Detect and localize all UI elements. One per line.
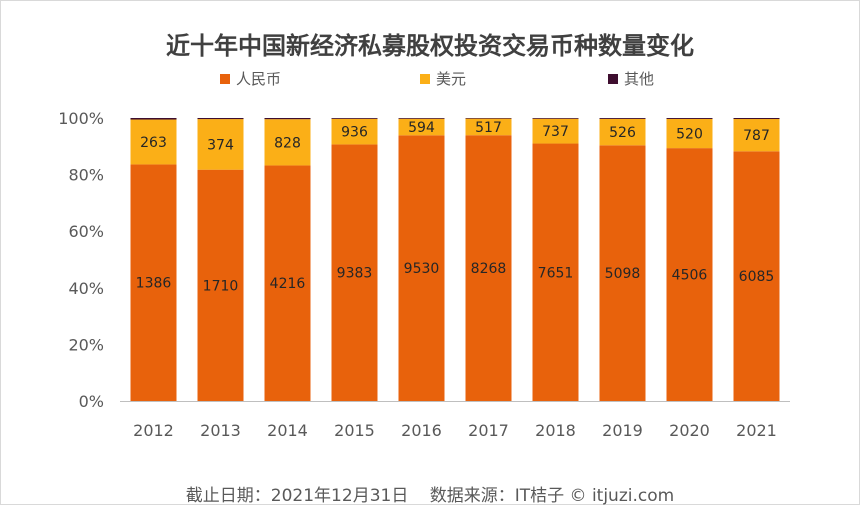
data-label-rmb: 1386 bbox=[136, 276, 172, 292]
x-tick-label: 2015 bbox=[334, 421, 375, 440]
bar-other-2013 bbox=[197, 118, 244, 120]
data-label-rmb: 4506 bbox=[672, 268, 708, 284]
data-label-rmb: 8268 bbox=[471, 261, 507, 277]
bar-other-2021 bbox=[733, 118, 780, 120]
x-tick-label: 2013 bbox=[200, 421, 241, 440]
y-tick-label: 0% bbox=[79, 392, 104, 411]
bar-rmb-2013 bbox=[197, 169, 244, 401]
legend-item-other: 其他 bbox=[608, 68, 654, 89]
data-label-rmb: 6085 bbox=[739, 269, 775, 285]
y-tick-label: 20% bbox=[68, 335, 104, 354]
data-label-usd: 737 bbox=[542, 124, 569, 140]
x-tick-label: 2021 bbox=[736, 421, 777, 440]
bar-other-2018 bbox=[532, 118, 579, 119]
data-label-rmb: 9383 bbox=[337, 266, 373, 282]
bar-rmb-2012 bbox=[130, 164, 177, 401]
legend-label-usd: 美元 bbox=[436, 70, 467, 88]
bar-rmb-2014 bbox=[264, 165, 311, 401]
bar-usd-2017 bbox=[465, 118, 512, 136]
bar-rmb-2021 bbox=[733, 151, 780, 401]
data-label-rmb: 5098 bbox=[605, 266, 641, 282]
bar-usd-2021 bbox=[733, 119, 780, 152]
data-label-usd: 787 bbox=[743, 128, 770, 144]
data-source: 数据来源：IT桔子 © itjuzi.com bbox=[429, 486, 675, 506]
bar-rmb-2019 bbox=[599, 145, 646, 401]
cutoff-date: 截止日期：2021年12月31日 bbox=[185, 486, 409, 506]
bar-rmb-2015 bbox=[331, 144, 378, 401]
chart-title: 近十年中国新经济私募股权投资交易币种数量变化 bbox=[166, 32, 694, 60]
legend-label-other: 其他 bbox=[624, 70, 655, 88]
data-label-usd: 828 bbox=[274, 135, 301, 151]
bar-other-2012 bbox=[130, 118, 177, 120]
legend-swatch-other bbox=[608, 73, 618, 84]
legend-item-rmb: 人民币 bbox=[220, 68, 281, 89]
footer: 截止日期：2021年12月31日 数据来源：IT桔子 © itjuzi.com bbox=[0, 481, 860, 506]
bar-rmb-2018 bbox=[532, 143, 579, 402]
data-label-usd: 374 bbox=[207, 137, 234, 153]
y-tick-label: 80% bbox=[68, 166, 104, 185]
data-label-usd: 936 bbox=[341, 125, 368, 141]
bar-usd-2019 bbox=[599, 118, 646, 146]
x-tick-label: 2017 bbox=[468, 421, 509, 440]
x-tick-label: 2018 bbox=[535, 421, 576, 440]
data-label-rmb: 4216 bbox=[270, 276, 306, 292]
legend-swatch-rmb bbox=[220, 73, 230, 84]
y-tick-label: 100% bbox=[58, 109, 104, 128]
legend: 人民币 美元 其他 bbox=[0, 68, 860, 90]
x-tick-label: 2016 bbox=[401, 421, 442, 440]
y-tick-label: 40% bbox=[68, 279, 104, 298]
data-label-usd: 517 bbox=[475, 120, 502, 136]
y-tick-label: 60% bbox=[68, 222, 104, 241]
bar-other-2016 bbox=[398, 118, 445, 119]
data-label-rmb: 7651 bbox=[538, 265, 574, 281]
bar-usd-2013 bbox=[197, 119, 244, 170]
bar-usd-2015 bbox=[331, 118, 378, 145]
bar-rmb-2020 bbox=[666, 148, 713, 401]
bar-other-2019 bbox=[599, 118, 646, 119]
bar-usd-2012 bbox=[130, 119, 177, 165]
legend-swatch-usd bbox=[420, 73, 430, 84]
x-tick-label: 2014 bbox=[267, 421, 308, 440]
data-label-usd: 526 bbox=[609, 125, 636, 141]
bar-other-2015 bbox=[331, 118, 378, 119]
bar-usd-2020 bbox=[666, 118, 713, 149]
bar-other-2020 bbox=[666, 118, 713, 119]
data-label-rmb: 1710 bbox=[203, 278, 239, 294]
bar-other-2017 bbox=[465, 118, 512, 119]
data-label-usd: 520 bbox=[676, 127, 703, 143]
bar-usd-2014 bbox=[264, 119, 311, 166]
data-label-usd: 263 bbox=[140, 135, 167, 151]
bar-rmb-2017 bbox=[465, 135, 512, 402]
legend-item-usd: 美元 bbox=[420, 68, 466, 89]
data-label-usd: 594 bbox=[408, 120, 435, 136]
bar-other-2014 bbox=[264, 118, 311, 120]
bar-usd-2016 bbox=[398, 118, 445, 136]
data-label-rmb: 9530 bbox=[404, 261, 440, 277]
x-tick-label: 2019 bbox=[602, 421, 643, 440]
x-tick-label: 2012 bbox=[133, 421, 174, 440]
bar-usd-2018 bbox=[532, 118, 579, 144]
x-tick-label: 2020 bbox=[669, 421, 710, 440]
bar-rmb-2016 bbox=[398, 135, 445, 402]
legend-label-rmb: 人民币 bbox=[236, 70, 282, 88]
